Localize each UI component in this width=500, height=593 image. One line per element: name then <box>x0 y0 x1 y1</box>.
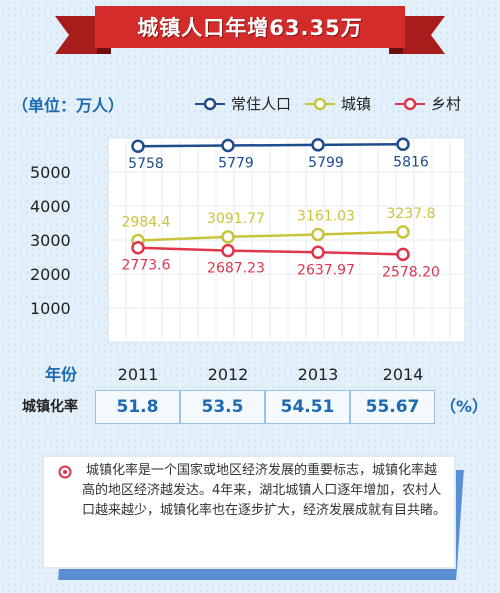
data-point <box>311 227 325 242</box>
note-text: 城镇化率是一个国家或地区经济发展的重要标志，城镇化率越高的地区经济越发达。4年来… <box>82 463 447 518</box>
legend-marker-resident-icon <box>195 97 225 111</box>
population-line-chart: 1000 2000 3000 4000 5000 2011 2012 2013 2014 5758… <box>30 137 466 384</box>
legend-label-resident: 常住人口 <box>231 95 292 113</box>
legend-marker-rural-icon <box>395 97 425 111</box>
series-line <box>137 230 404 242</box>
x-tick-label: 2014 <box>383 365 424 384</box>
x-tick-label: 2013 <box>298 365 339 384</box>
y-tick-label: 1000 <box>30 299 71 318</box>
data-point <box>396 137 410 152</box>
data-point <box>396 247 410 262</box>
x-tick-label: 2011 <box>118 365 159 384</box>
ribbon-shape <box>55 6 445 54</box>
legend-label-rural: 乡村 <box>431 95 462 113</box>
data-point <box>221 243 235 258</box>
y-tick-label: 5000 <box>30 163 71 182</box>
urbanization-rate-cell: 53.5 <box>180 390 265 424</box>
data-label: 2637.97 <box>297 262 355 278</box>
title-banner: 城镇人口年增63.35万 <box>55 2 445 58</box>
urbanization-rate-cell: 54.51 <box>265 390 350 424</box>
note-box: 城镇化率是一个国家或地区经济发展的重要标志，城镇化率越高的地区经济越发达。4年来… <box>42 455 456 569</box>
y-tick-label: 3000 <box>30 231 71 250</box>
legend-label-urban: 城镇 <box>341 95 372 113</box>
urbanization-rate-title: 城镇化率 <box>22 399 78 415</box>
urbanization-rate-cell: 51.8 <box>95 390 180 424</box>
data-point <box>131 240 145 255</box>
data-label: 5758 <box>128 156 164 172</box>
y-tick-label: 2000 <box>30 265 71 284</box>
data-label: 3237.8 <box>387 206 436 222</box>
data-point <box>131 139 145 153</box>
y-tick-label: 4000 <box>30 197 71 216</box>
data-label: 2773.6 <box>122 258 171 274</box>
series-line <box>137 246 404 256</box>
data-point <box>311 245 325 260</box>
series-line <box>137 143 404 148</box>
unit-label: （单位：万人） <box>12 96 125 115</box>
data-point <box>396 225 410 239</box>
data-label: 5779 <box>218 156 254 172</box>
x-tick-label: 2012 <box>208 365 249 384</box>
legend-marker-urban-icon <box>305 97 335 111</box>
data-point <box>311 138 325 152</box>
x-axis-title: 年份 <box>45 365 78 384</box>
data-label: 2578.20 <box>382 264 440 280</box>
data-point <box>221 138 235 153</box>
data-label: 3091.77 <box>207 211 265 227</box>
urbanization-rate-row: 城镇化率 51.8 53.5 54.51 55.67 （%） <box>0 390 500 424</box>
banner-title: 城镇人口年增63.35万 <box>137 16 363 40</box>
data-label: 2984.4 <box>122 215 171 231</box>
data-label: 5816 <box>393 154 429 170</box>
data-label: 5799 <box>308 155 344 171</box>
data-point <box>221 230 235 244</box>
urbanization-rate-cell: 55.67 <box>350 390 435 424</box>
bullet-icon <box>58 465 72 479</box>
data-label: 3161.03 <box>297 209 355 225</box>
data-label: 2687.23 <box>207 261 265 277</box>
urbanization-rate-unit: （%） <box>440 397 489 416</box>
